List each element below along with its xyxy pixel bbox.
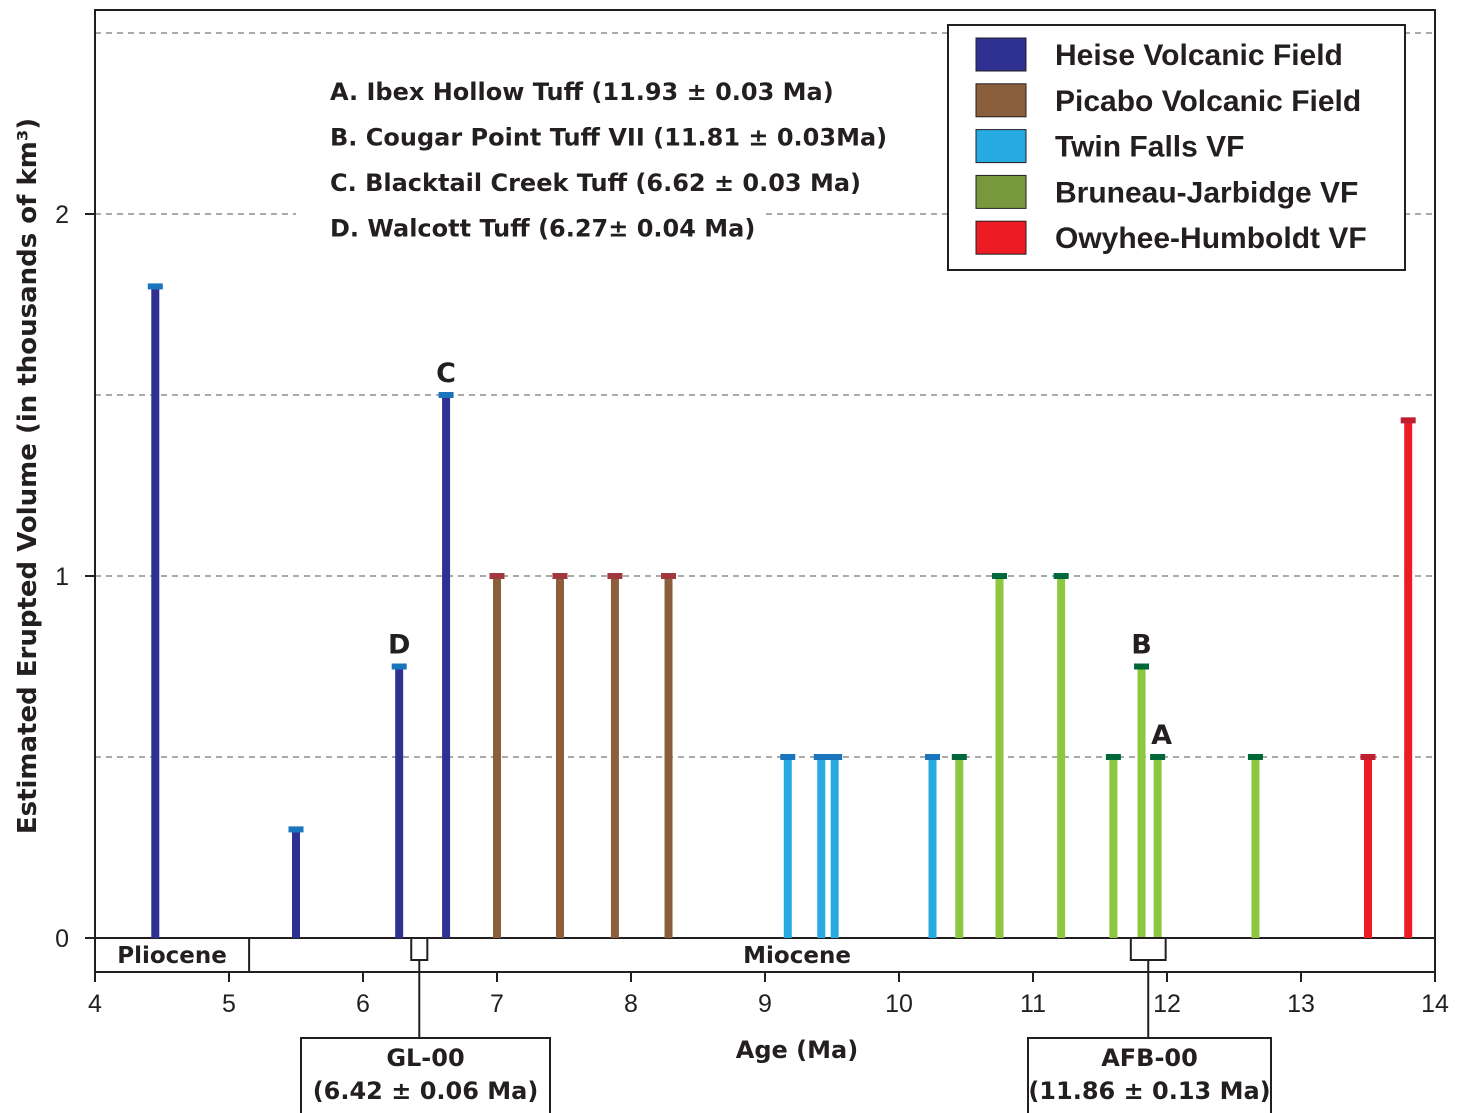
bar-cap: [552, 573, 568, 579]
bar-cap: [661, 573, 677, 579]
bar: [442, 395, 451, 938]
annotation-line: B. Cougar Point Tuff VII (11.81 ± 0.03Ma…: [330, 124, 887, 152]
x-tick-label: 11: [1020, 990, 1046, 1018]
bar: [955, 757, 964, 938]
x-axis: 4 5 6 7 8 9 10 11 12 13 14 Age (Ma): [88, 972, 1449, 1064]
bar: [1057, 576, 1066, 938]
sample-age: (11.86 ± 0.13 Ma): [1028, 1077, 1270, 1105]
y-axis: 0 1 2 Estimated Erupted Volume (in thousand…: [13, 118, 95, 953]
sample-callouts: GL-00 (6.42 ± 0.06 Ma) AFB-00 (11.86 ± 0.13…: [300, 937, 1272, 1113]
bar: [1251, 757, 1260, 938]
legend-label: Bruneau-Jarbidge VF: [1055, 176, 1358, 209]
bar: [1109, 757, 1118, 938]
bar: [1404, 420, 1413, 939]
sample-box: [300, 1037, 551, 1113]
point-label: D: [388, 630, 410, 661]
x-tick-label: 5: [222, 990, 236, 1018]
legend-label: Twin Falls VF: [1055, 131, 1244, 164]
sample-range-box: [1129, 937, 1167, 961]
bar: [395, 666, 404, 938]
legend-swatch: [975, 83, 1027, 118]
bar-cap: [391, 663, 407, 670]
bar-cap: [925, 754, 940, 760]
bar: [555, 576, 564, 938]
bar-cap: [951, 754, 967, 760]
x-axis-title: Age (Ma): [736, 1036, 858, 1064]
x-tick-label: 7: [490, 990, 504, 1018]
y-tick-label: 0: [55, 925, 69, 953]
point-labels: A B C D: [388, 358, 1172, 751]
x-tick-label: 10: [885, 990, 913, 1018]
point-label: A: [1151, 720, 1172, 751]
bar-cap: [1247, 754, 1263, 760]
epoch-strip: Pliocene Miocene: [94, 937, 1436, 973]
bar-cap: [780, 754, 796, 760]
bar-cap: [1053, 573, 1069, 579]
bar: [1153, 757, 1162, 938]
x-tick-label: 9: [758, 990, 772, 1018]
sample-name: AFB-00: [1101, 1044, 1198, 1072]
bar: [151, 286, 160, 938]
epoch-strip-box: [94, 937, 1436, 973]
epoch-label: Pliocene: [117, 943, 227, 969]
x-tick-label: 8: [624, 990, 638, 1018]
bar: [928, 757, 937, 938]
bar-cap: [1360, 754, 1376, 760]
bar: [1364, 757, 1372, 938]
legend-label: Owyhee-Humboldt VF: [1055, 222, 1367, 255]
annotation-backing: [296, 60, 766, 250]
bar: [830, 757, 839, 938]
bar-cap: [288, 826, 304, 833]
x-tick-label: 4: [88, 990, 102, 1018]
bar: [664, 576, 673, 938]
bar-cap: [813, 754, 829, 760]
epoch-label: Miocene: [743, 943, 851, 969]
sample-age: (6.42 ± 0.06 Ma): [313, 1077, 539, 1105]
x-tick-label: 12: [1153, 990, 1181, 1018]
bar: [1137, 666, 1146, 938]
sample-box: [1027, 1037, 1272, 1113]
bar-cap: [827, 754, 843, 760]
bar: [783, 757, 792, 938]
x-tick-label: 6: [356, 990, 370, 1018]
bar-cap: [1105, 754, 1121, 760]
bar-cap: [438, 392, 454, 398]
y-tick-label: 1: [55, 563, 69, 591]
bar: [817, 757, 826, 938]
legend-swatch: [975, 129, 1027, 164]
bar-cap: [489, 573, 505, 579]
bar-cap: [1150, 754, 1166, 760]
x-tick-label: 14: [1421, 990, 1449, 1018]
bar: [493, 576, 501, 938]
bar-cap: [1134, 663, 1150, 670]
point-label: B: [1131, 630, 1152, 661]
bar-cap: [147, 283, 163, 290]
bars: [147, 283, 1416, 939]
bar-cap: [992, 573, 1007, 579]
annotation-line: D. Walcott Tuff (6.27± 0.04 Ma): [330, 215, 755, 243]
legend: Heise Volcanic Field Picabo Volcanic Fiel…: [947, 24, 1406, 271]
legend-swatch: [975, 220, 1027, 255]
legend-label: Heise Volcanic Field: [1055, 39, 1343, 72]
bar-cap: [1400, 417, 1416, 424]
annotation-line: A. Ibex Hollow Tuff (11.93 ± 0.03 Ma): [330, 78, 834, 106]
bar-cap: [607, 573, 623, 579]
legend-label: Picabo Volcanic Field: [1055, 85, 1361, 118]
bar: [292, 829, 300, 938]
legend-swatch: [975, 174, 1027, 209]
y-axis-title: Estimated Erupted Volume (in thousands o…: [13, 118, 43, 834]
x-tick-label: 13: [1287, 990, 1315, 1018]
annotation-box: A. Ibex Hollow Tuff (11.93 ± 0.03 Ma) B. …: [296, 60, 887, 250]
bar: [610, 576, 619, 938]
sample-name: GL-00: [386, 1044, 464, 1072]
sample-range-box: [410, 937, 429, 961]
annotation-line: C. Blacktail Creek Tuff (6.62 ± 0.03 Ma): [330, 169, 861, 197]
point-label: C: [436, 358, 456, 389]
y-tick-label: 2: [55, 201, 69, 229]
legend-swatch: [975, 37, 1027, 72]
bar: [995, 576, 1004, 938]
